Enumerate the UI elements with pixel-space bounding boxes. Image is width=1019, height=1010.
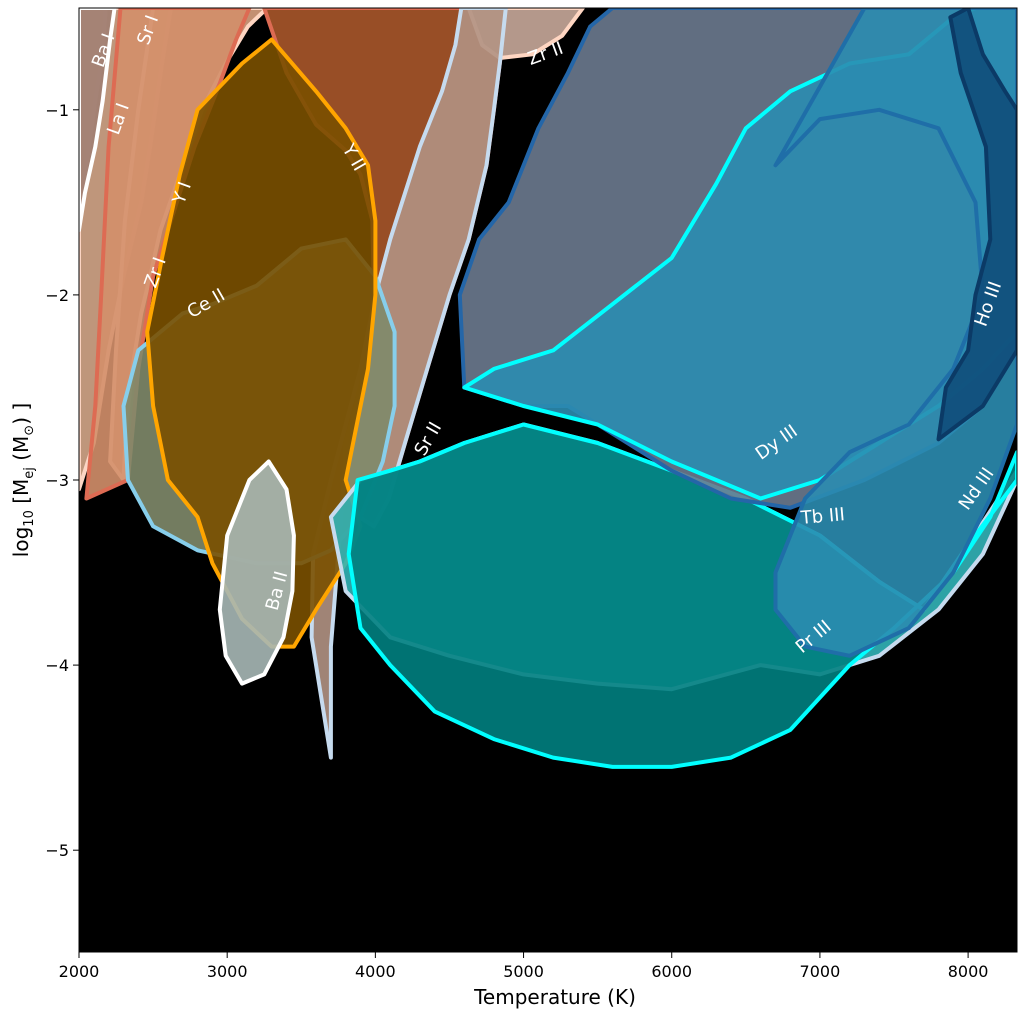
x-tick-label: 4000 [355,962,396,981]
y-axis-title: log10 [Mej (M⊙) ] [9,403,37,557]
region-y-i [84,8,252,501]
x-axis: 2000 3000 4000 5000 6000 7000 8000 [59,952,989,981]
y-tick-label: −3 [45,471,69,490]
y-tick-label: −5 [45,841,69,860]
y-axis: −1 −2 −3 −4 −5 [45,101,79,860]
x-tick-label: 2000 [59,962,100,981]
x-tick-label: 3000 [207,962,248,981]
region-dy-iii [462,8,1017,501]
x-axis-title: Temperature (K) [473,985,636,1009]
region-label-tb-iii: Tb III [799,504,846,529]
region-ho-iii [936,8,1017,442]
region-dy-iii-core [773,8,1017,658]
x-tick-label: 8000 [948,962,989,981]
x-tick-label: 7000 [800,962,841,981]
y-tick-label: −1 [45,101,69,120]
y-tick-label: −4 [45,656,69,675]
y-tick-label: −2 [45,286,69,305]
region-ba-ii [217,459,296,686]
x-tick-label: 5000 [503,962,544,981]
regions-layer [79,8,1017,769]
x-tick-label: 6000 [651,962,692,981]
region-la-i [79,8,117,233]
region-nd-iii [346,422,1017,769]
